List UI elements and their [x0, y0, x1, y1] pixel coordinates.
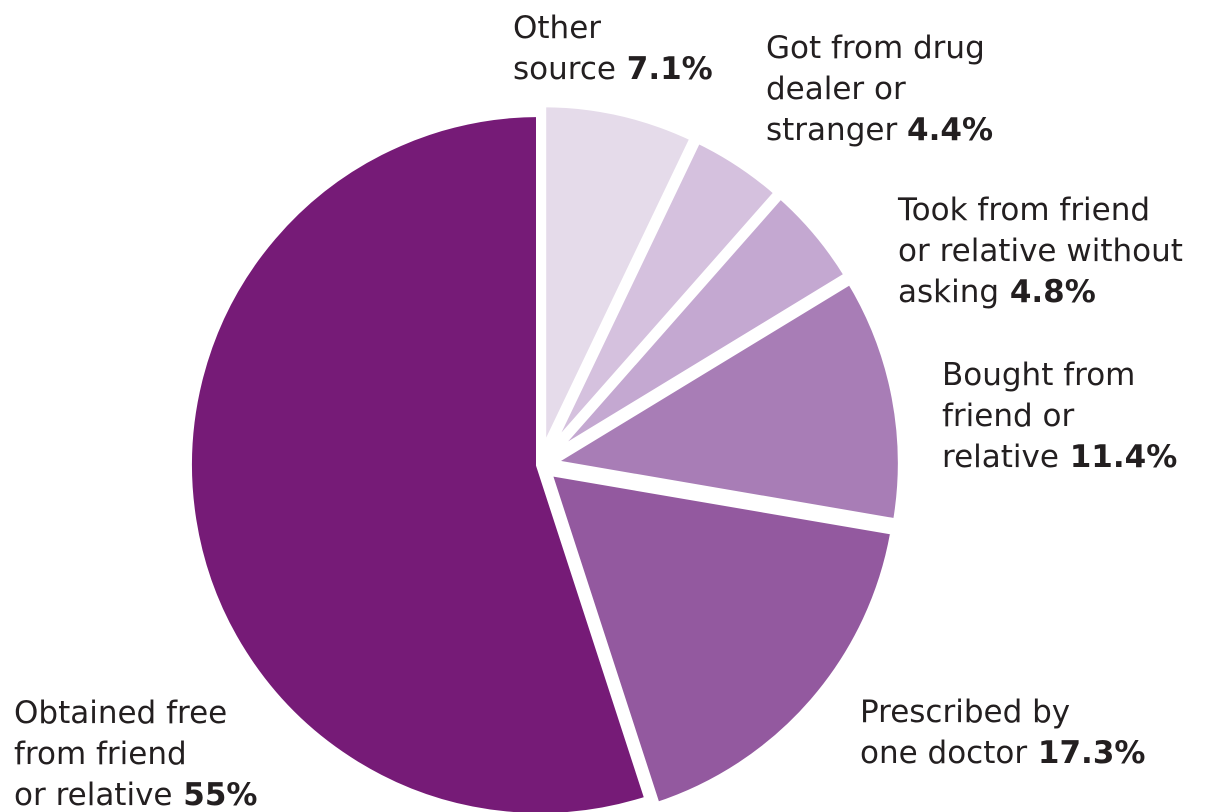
pie-slices: [184, 99, 906, 812]
slice-value-label: 17.3%: [1027, 735, 1145, 771]
slice-label-other-source: Other source 7.1%: [513, 10, 713, 87]
slice-value-label: 11.4%: [1059, 439, 1177, 475]
slice-label-bought-from-friend-or-relative: Bought from friend or relative 11.4%: [942, 357, 1177, 475]
slice-label-got-from-drug-dealer-or-stranger: Got from drug dealer or stranger 4.4%: [766, 30, 993, 148]
slice-value-label: 4.4%: [907, 112, 993, 148]
slice-label-obtained-free-from-friend-or-relative: Obtained free from friend or relative 55%: [14, 695, 258, 812]
slice-value-label: 55%: [173, 777, 258, 812]
pie-slice-other-source: [538, 99, 700, 457]
pie-slice-took-from-friend-or-relative-without-asking: [544, 188, 854, 462]
slice-label-prescribed-by-one-doctor: Prescribed by one doctor 17.3%: [860, 694, 1145, 771]
slice-value-label: 4.8%: [999, 274, 1096, 310]
pie-slice-bought-from-friend-or-relative: [538, 274, 906, 528]
pie-slice-obtained-free-from-friend-or-relative: [184, 108, 654, 812]
slice-value-label: 7.1%: [616, 51, 713, 87]
slice-label-took-from-friend-or-relative-without-asking: Took from friend or relative without askin…: [897, 192, 1183, 310]
slice-labels: Other source 7.1% Got from drug dealer or st…: [14, 10, 1183, 812]
pie-slice-prescribed-by-one-doctor: [541, 466, 900, 812]
